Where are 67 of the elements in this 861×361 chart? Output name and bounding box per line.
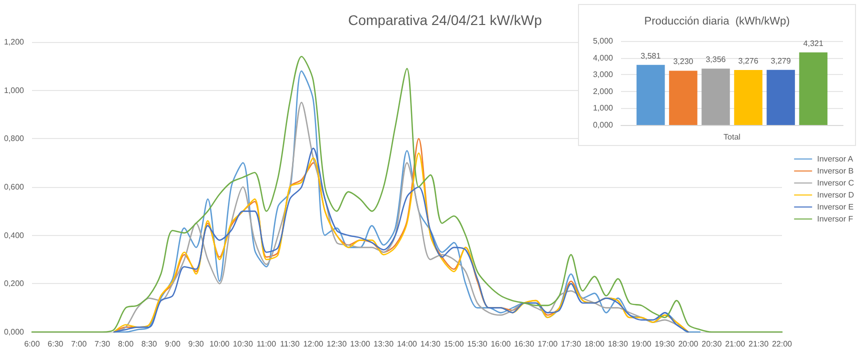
- x-tick-label: 20:30: [702, 340, 722, 348]
- x-tick-label: 17:30: [561, 340, 582, 348]
- x-tick-label: 9:30: [188, 340, 204, 348]
- bar: [702, 68, 730, 125]
- data-label: 3,230: [673, 57, 694, 66]
- x-tick-label: 18:00: [584, 340, 606, 348]
- x-tick-label: 6:30: [48, 340, 64, 348]
- x-tick-label: 13:30: [374, 340, 394, 348]
- x-tick-label: 22:00: [772, 340, 793, 348]
- x-tick-label: 14:30: [420, 340, 441, 348]
- x-tick-label: 11:30: [280, 340, 300, 348]
- data-label: 3,356: [706, 55, 726, 64]
- y-tick-label: 0,800: [4, 134, 25, 144]
- y-tick-label: 5,000: [592, 36, 614, 46]
- bar: [734, 70, 762, 125]
- y-tick-label: 0,400: [4, 230, 25, 240]
- x-tick-label: 12:30: [326, 340, 348, 348]
- x-tick-label: 10:00: [209, 340, 230, 348]
- x-tick-label: 10:30: [232, 340, 254, 348]
- x-tick-label: 7:00: [71, 340, 88, 348]
- y-tick-label: 1,200: [4, 38, 25, 46]
- y-tick-label: 0,200: [4, 279, 25, 288]
- x-tick-label: Total: [724, 132, 741, 142]
- y-tick-label: 1,000: [592, 104, 614, 113]
- x-tick-label: 21:30: [748, 340, 770, 348]
- bar: [799, 52, 828, 125]
- x-tick-label: 14:00: [396, 340, 418, 348]
- legend-label: Inversor F: [817, 214, 854, 224]
- y-tick-label: 0,000: [4, 328, 25, 336]
- x-tick-label: 19:00: [631, 340, 652, 348]
- chart-title: Producción diaria (kWh/kWp): [644, 16, 790, 28]
- legend-label: Inversor A: [817, 154, 854, 164]
- y-tick-label: 0,600: [4, 182, 25, 192]
- legend-label: Inversor D: [817, 190, 854, 200]
- x-tick-label: 16:30: [514, 340, 535, 348]
- x-tick-label: 6:00: [24, 340, 40, 348]
- legend-label: Inversor C: [817, 178, 854, 188]
- x-tick-label: 15:30: [467, 340, 488, 348]
- x-tick-label: 8:00: [118, 340, 134, 348]
- x-tick-label: 13:00: [350, 340, 371, 348]
- y-tick-label: 2,000: [592, 86, 614, 96]
- legend-label: Inversor E: [817, 202, 854, 212]
- x-tick-label: 17:00: [538, 340, 558, 348]
- x-tick-label: 19:30: [654, 340, 676, 348]
- x-tick-label: 12:00: [303, 340, 324, 348]
- data-label: 3,581: [640, 51, 662, 60]
- x-tick-label: 21:00: [725, 340, 746, 348]
- data-label: 3,276: [738, 56, 759, 66]
- x-tick-label: 20:00: [678, 340, 699, 348]
- x-tick-label: 7:30: [94, 340, 111, 348]
- x-tick-label: 8:30: [141, 340, 158, 348]
- y-tick-label: 1,000: [4, 86, 25, 95]
- x-tick-label: 18:30: [608, 340, 628, 348]
- chart-title: Comparativa 24/04/21 kW/kWp: [348, 12, 542, 28]
- x-tick-label: 9:00: [164, 340, 181, 348]
- legend-label: Inversor B: [817, 166, 854, 176]
- y-tick-label: 3,000: [592, 70, 614, 80]
- x-tick-label: 11:00: [256, 340, 277, 348]
- data-label: 3,279: [770, 56, 792, 66]
- data-label: 4,321: [803, 38, 824, 48]
- y-tick-label: 4,000: [592, 53, 614, 62]
- bar: [766, 70, 795, 125]
- y-tick-label: 0,000: [592, 120, 614, 130]
- x-tick-label: 15:00: [444, 340, 464, 348]
- x-tick-label: 16:00: [490, 340, 512, 348]
- bar: [669, 70, 698, 125]
- bar: [636, 64, 665, 125]
